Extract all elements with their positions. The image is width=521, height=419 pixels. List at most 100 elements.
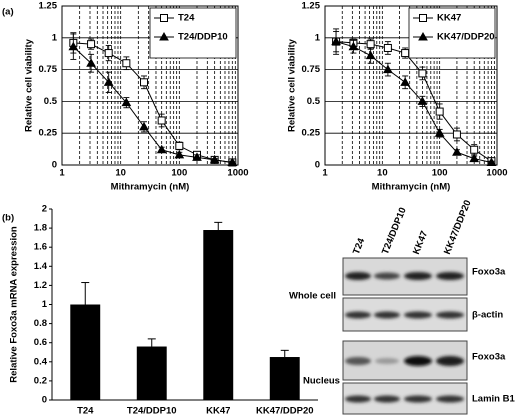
x-tick-label: KK47/DDP20 — [256, 406, 314, 417]
y-tick-label: 1.8 — [34, 223, 47, 234]
series-line — [73, 42, 233, 163]
data-point — [175, 141, 184, 150]
data-point — [418, 69, 427, 78]
data-point — [157, 116, 166, 125]
data-point — [87, 40, 96, 49]
blot-row-label: Foxo3a — [472, 352, 506, 363]
legend-marker — [418, 31, 428, 41]
legend-label: KK47 — [437, 13, 461, 24]
data-point — [400, 77, 411, 86]
data-point — [469, 153, 480, 163]
data-point — [227, 157, 238, 166]
data-point — [452, 130, 461, 139]
data-point — [209, 154, 220, 164]
legend-marker — [159, 31, 169, 41]
data-point — [104, 49, 113, 58]
data-point — [86, 58, 96, 67]
data-point — [192, 152, 202, 161]
y-tick-label: 1 — [52, 32, 58, 43]
data-point — [348, 41, 359, 51]
x-tick-label: 100 — [432, 168, 448, 179]
plot-frame — [61, 5, 239, 166]
y-axis-label: Relative cell viability — [24, 38, 35, 132]
series-line — [336, 41, 492, 162]
data-point — [156, 144, 167, 154]
panel-label: (b) — [2, 213, 14, 224]
legend-marker — [160, 14, 168, 22]
western-blot: T24 T24/DDP10 KK47 KK47/DDP20 Foxo3a — [289, 199, 515, 415]
bar — [136, 346, 167, 400]
blot-column-label: KK47/DDP20 — [442, 199, 474, 256]
blot-row-label: Foxo3a — [472, 267, 506, 278]
blot-column-label: T24 — [351, 236, 368, 256]
data-point — [417, 96, 428, 105]
y-tick-label: 1.25 — [39, 1, 58, 12]
blot-row-label: β-actin — [472, 310, 503, 321]
blot-column-label: T24/DDP10 — [380, 206, 409, 256]
y-tick-label: 0.75 — [302, 64, 321, 75]
error-bar — [214, 221, 223, 231]
data-point — [121, 97, 132, 107]
error-bar — [81, 282, 90, 305]
x-axis-label: Mithramycin (nM) — [372, 182, 451, 193]
y-tick-label: 0.6 — [34, 337, 47, 348]
data-point — [68, 41, 79, 51]
y-tick-label: 0.25 — [39, 128, 58, 139]
y-tick-label: 0.25 — [302, 128, 321, 139]
data-point — [366, 40, 375, 49]
x-tick-label: KK47 — [206, 406, 230, 417]
x-tick-label: 1000 — [227, 168, 248, 179]
y-tick-label: 1.25 — [302, 1, 321, 12]
data-point — [331, 36, 341, 46]
data-point — [122, 59, 131, 68]
x-tick-label: T24/DDP10 — [127, 406, 177, 417]
x-tick-label: 1000 — [486, 168, 507, 179]
y-tick-label: 0 — [52, 160, 57, 171]
blot-column-label: KK47 — [411, 229, 430, 256]
blot-group-label: Nucleus — [303, 376, 340, 387]
series-line — [335, 41, 492, 163]
legend-marker — [419, 14, 427, 22]
y-tick-label: 0.75 — [39, 64, 58, 75]
bar — [70, 304, 101, 400]
panel-label: (a) — [2, 7, 14, 18]
y-tick-label: 0.2 — [34, 375, 47, 386]
data-point — [365, 50, 376, 60]
data-point — [383, 43, 392, 52]
data-point — [140, 78, 149, 87]
plot-frame — [324, 5, 498, 166]
x-tick-label: 100 — [171, 168, 187, 179]
data-point — [470, 145, 479, 154]
x-axis-label: Mithramycin (nM) — [111, 182, 190, 193]
data-point — [435, 107, 444, 116]
y-tick-label: 0 — [315, 160, 320, 171]
y-tick-label: 1 — [42, 299, 48, 310]
y-tick-label: 1.6 — [34, 242, 47, 253]
bar — [203, 230, 234, 400]
blot-row-label: Lamin B1 — [472, 394, 515, 405]
data-point — [139, 121, 149, 131]
x-tick-label: 10 — [377, 168, 388, 179]
y-tick-label: 1.4 — [34, 261, 48, 272]
y-tick-label: 1 — [315, 32, 321, 43]
series-line — [72, 46, 233, 163]
blot-group-label: Whole cell — [289, 291, 336, 302]
legend-label: T24/DDP10 — [178, 32, 228, 43]
y-tick-label: 0.8 — [34, 318, 47, 329]
y-axis-label: Relative cell viability — [287, 38, 298, 132]
legend-label: KK47/DDP20 — [437, 32, 495, 43]
y-tick-label: 1.2 — [34, 280, 47, 291]
y-tick-label: 0.5 — [307, 96, 321, 107]
y-tick-label: 0 — [42, 395, 47, 406]
data-point — [401, 49, 410, 58]
data-point — [486, 157, 497, 166]
data-point — [174, 149, 185, 159]
x-tick-label: 10 — [115, 168, 126, 179]
data-point — [434, 128, 445, 137]
y-tick-label: 0.5 — [44, 96, 58, 107]
blot-bands — [345, 272, 464, 403]
data-point — [383, 64, 393, 74]
x-tick-label: T24 — [77, 406, 94, 417]
bar — [269, 357, 300, 400]
